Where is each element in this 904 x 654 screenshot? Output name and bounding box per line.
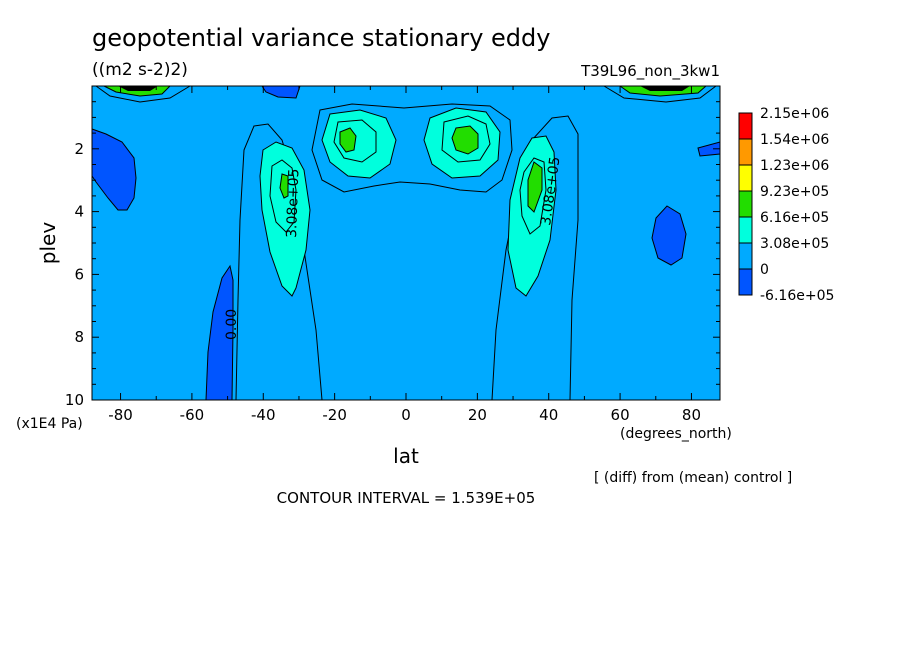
top-feature-west-ring: [95, 85, 191, 103]
colorbar-swatch: [738, 242, 753, 270]
y-axis-label: plev: [36, 222, 60, 265]
contour-line-north-outer: [491, 115, 579, 401]
maximum-center-east: [451, 125, 479, 155]
x-axis-units: (degrees_north): [620, 426, 732, 442]
y-tick-label: 8: [74, 328, 84, 346]
plot-background: [92, 86, 720, 400]
colorbar-swatch: [738, 216, 753, 244]
colorbar-swatch: [738, 164, 753, 192]
y-tick-label: 2: [74, 140, 84, 158]
y-tick-label: 4: [74, 203, 84, 221]
colorbar-legend: 2.15e+06 1.54e+06 1.23e+06 9.23e+05 6.16e+05…: [738, 106, 834, 304]
x-tick-label: -80: [108, 406, 133, 424]
positive-region-center-west: [321, 109, 397, 179]
colorbar-label: 3.08e+05: [760, 236, 829, 252]
negative-region-west-edge: [91, 128, 137, 211]
x-tick-label: 40: [539, 406, 558, 424]
contour-line-south-inner: [269, 159, 297, 233]
chart-units: ((m2 s-2)2): [92, 60, 188, 80]
x-tick-label: -40: [251, 406, 276, 424]
maximum-center-west: [339, 127, 357, 153]
colorbar-label: 2.15e+06: [760, 106, 829, 122]
comparison-note: [ (diff) from (mean) control ]: [594, 470, 792, 486]
x-tick-label: -20: [322, 406, 347, 424]
contour-label-zero: 0.00: [224, 309, 240, 340]
contour-line-north-inner: [519, 157, 547, 235]
colorbar-swatch-bottom: [738, 268, 753, 296]
maximum-north-jet: [527, 161, 543, 213]
contour-line-center-outer: [311, 103, 513, 193]
contour-interval: CONTOUR INTERVAL = 1.539E+05: [277, 489, 536, 507]
contour-label-south: 3.08e+05: [284, 168, 302, 238]
contour-line-south-outer: [235, 123, 323, 401]
colorbar-swatch: [738, 112, 753, 140]
y-tick-label: 6: [74, 265, 84, 283]
colorbar-label: -6.16e+05: [760, 288, 834, 304]
maximum-south-jet: [279, 173, 289, 199]
contour-line-center-east-inner: [441, 115, 491, 163]
chart-title: geopotential variance stationary eddy: [92, 24, 550, 52]
colorbar-label: 1.23e+06: [760, 158, 829, 174]
top-feature-east-ring: [603, 85, 717, 103]
plot-area: 3.08e+05 3.08e+05 0.00: [91, 85, 721, 401]
y-axis-units: (x1E4 Pa): [16, 416, 83, 432]
positive-region-north-jet: [507, 135, 557, 297]
positive-region-south-jet: [259, 141, 311, 297]
colorbar-label: 1.54e+06: [760, 132, 829, 148]
top-feature-west-core: [118, 86, 158, 91]
x-tick-label: 20: [468, 406, 487, 424]
x-tick-label: 60: [611, 406, 630, 424]
x-axis: -80 -60 -40 -20 0 20 40 60 80: [108, 86, 701, 424]
x-tick-label: -60: [180, 406, 205, 424]
colorbar-label: 6.16e+05: [760, 210, 829, 226]
x-tick-label: 80: [682, 406, 701, 424]
colorbar-swatch: [738, 138, 753, 166]
colorbar-label: 0: [760, 262, 769, 278]
colorbar-label: 9.23e+05: [760, 184, 829, 200]
x-tick-label: 0: [401, 406, 411, 424]
negative-region-south-column: [205, 264, 234, 401]
colorbar-swatch: [738, 190, 753, 218]
contour-line-center-west-inner: [333, 119, 377, 163]
y-tick-label: 10: [65, 391, 84, 409]
negative-region-east-blob: [651, 205, 687, 266]
top-feature-east-core: [640, 86, 690, 91]
x-axis-label: lat: [393, 444, 419, 468]
y-axis: 2 4 6 8 10: [65, 101, 720, 409]
run-label: T39L96_non_3kw1: [580, 62, 720, 81]
